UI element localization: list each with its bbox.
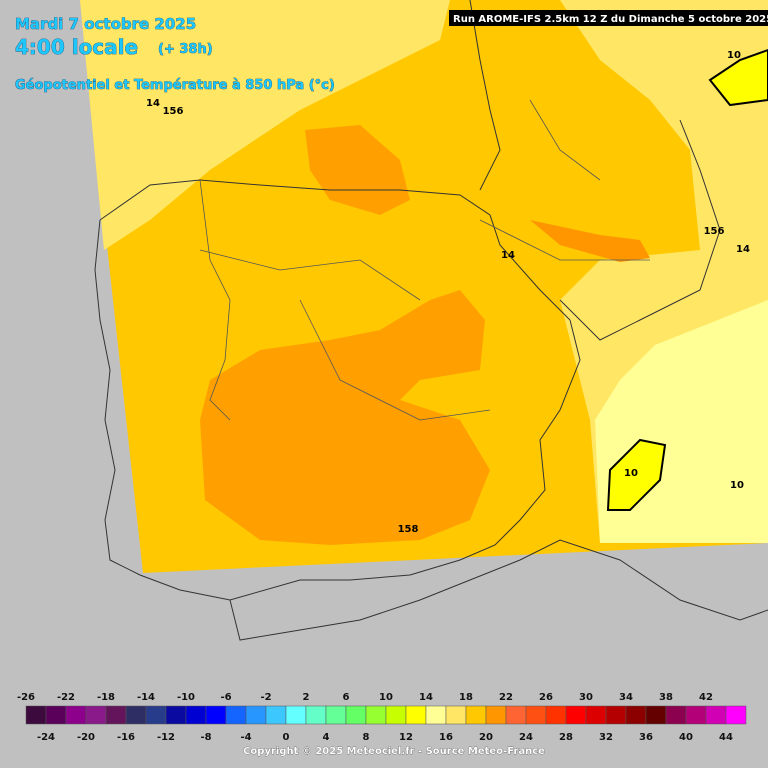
contour-label: 156 (163, 106, 184, 117)
contour-label: 10 (624, 468, 638, 479)
lead-time: (+ 38h) (158, 42, 213, 57)
colorbar-cell (125, 705, 147, 725)
colorbar-label-bottom: 12 (399, 732, 413, 743)
cool-zone (708, 48, 768, 107)
colorbar-label-bottom: 0 (283, 732, 290, 743)
colorbar-cell (325, 705, 347, 725)
colorbar-label-bottom: -16 (117, 732, 135, 743)
date: Mardi 7 octobre 2025 (15, 15, 196, 33)
colorbar-cell (165, 705, 187, 725)
copyright: Copyright © 2025 Meteociel.fr - Source M… (243, 746, 545, 757)
colorbar-cell (25, 705, 47, 725)
colorbar-label-bottom: -12 (157, 732, 175, 743)
colorbar-label-top: 26 (539, 692, 553, 703)
contour-label: 14 (146, 98, 160, 109)
coastline (469, 0, 721, 341)
colorbar-label-top: -2 (260, 692, 271, 703)
colorbar-cell (705, 705, 727, 725)
border (199, 99, 650, 421)
run-box (449, 10, 768, 26)
time: 4:00 locale (15, 35, 138, 59)
colorbar-label-top: -10 (177, 692, 195, 703)
colorbar-label-bottom: 4 (323, 732, 330, 743)
colorbar-label-top: 22 (499, 692, 513, 703)
colorbar-label-bottom: 24 (519, 732, 533, 743)
colorbar-cell (105, 705, 127, 725)
colorbar-cell (145, 705, 167, 725)
warm-zone-pale (80, 0, 450, 250)
colorbar-cell (305, 705, 327, 725)
colorbar-label-top: -14 (137, 692, 155, 703)
colorbar-cell (645, 705, 667, 725)
contour-label: 158 (398, 524, 419, 535)
colorbar-label-top: 14 (419, 692, 433, 703)
contour-label: 156 (704, 226, 725, 237)
colorbar-cell (525, 705, 547, 725)
colorbar-label-top: 34 (619, 692, 633, 703)
colorbar-cell (45, 705, 67, 725)
colorbar-label-top: 42 (699, 692, 713, 703)
colorbar-cell (625, 705, 647, 725)
colorbar-cell (585, 705, 607, 725)
colorbar-label-bottom: 8 (363, 732, 370, 743)
colorbar-cell (405, 705, 427, 725)
colorbar-cell (485, 705, 507, 725)
colorbar-cell (725, 705, 747, 725)
colorbar-cell (425, 705, 447, 725)
colorbar-cell (285, 705, 307, 725)
colorbar-cell (605, 705, 627, 725)
warm-core (530, 220, 650, 262)
colorbar-cell (245, 705, 267, 725)
colorbar-cell (365, 705, 387, 725)
colorbar-label-bottom: 20 (479, 732, 493, 743)
colorbar-cell (545, 705, 567, 725)
colorbar-cell (385, 705, 407, 725)
colorbar-cell (665, 705, 687, 725)
colorbar-cell (685, 705, 707, 725)
subtitle: Géopotentiel et Température à 850 hPa (°… (15, 78, 335, 93)
colorbar-cell (505, 705, 527, 725)
colorbar-cell (345, 705, 367, 725)
colorbar-label-top: -26 (17, 692, 35, 703)
colorbar-cell (65, 705, 87, 725)
contour-label: 14 (736, 244, 750, 255)
colorbar-label-top: -22 (57, 692, 75, 703)
coastline (94, 179, 581, 601)
colorbar-label-bottom: -24 (37, 732, 55, 743)
colorbar-label-bottom: 40 (679, 732, 693, 743)
colorbar-cell (225, 705, 247, 725)
colorbar-label-top: -6 (220, 692, 231, 703)
contour-label: 10 (727, 50, 741, 61)
colorbar-label-top: -18 (97, 692, 115, 703)
colorbar-label-bottom: 32 (599, 732, 613, 743)
colorbar-cell (265, 705, 287, 725)
contour-label: 10 (730, 480, 744, 491)
colorbar-cell (445, 705, 467, 725)
colorbar-label-top: 2 (303, 692, 310, 703)
island (606, 438, 667, 511)
run-info: Run AROME-IFS 2.5km 12 Z du Dimanche 5 o… (453, 14, 768, 25)
warm-core (200, 290, 490, 545)
colorbar-cell (565, 705, 587, 725)
warm-core (305, 125, 410, 215)
colorbar-label-top: 18 (459, 692, 473, 703)
colorbar-label-bottom: 28 (559, 732, 573, 743)
colorbar-label-bottom: 44 (719, 732, 733, 743)
colorbar-cell (205, 705, 227, 725)
colorbar-label-bottom: -4 (240, 732, 251, 743)
colorbar-cell (85, 705, 107, 725)
colorbar-label-top: 30 (579, 692, 593, 703)
colorbar-label-bottom: 16 (439, 732, 453, 743)
colorbar-label-top: 38 (659, 692, 673, 703)
colorbar-cell (465, 705, 487, 725)
colorbar-cell (185, 705, 207, 725)
contour-label: 14 (501, 250, 515, 261)
coastline (229, 539, 768, 641)
colorbar-label-bottom: -20 (77, 732, 95, 743)
colorbar-label-bottom: 36 (639, 732, 653, 743)
colorbar-label-top: 6 (343, 692, 350, 703)
colorbar-label-bottom: -8 (200, 732, 211, 743)
colorbar-label-top: 10 (379, 692, 393, 703)
